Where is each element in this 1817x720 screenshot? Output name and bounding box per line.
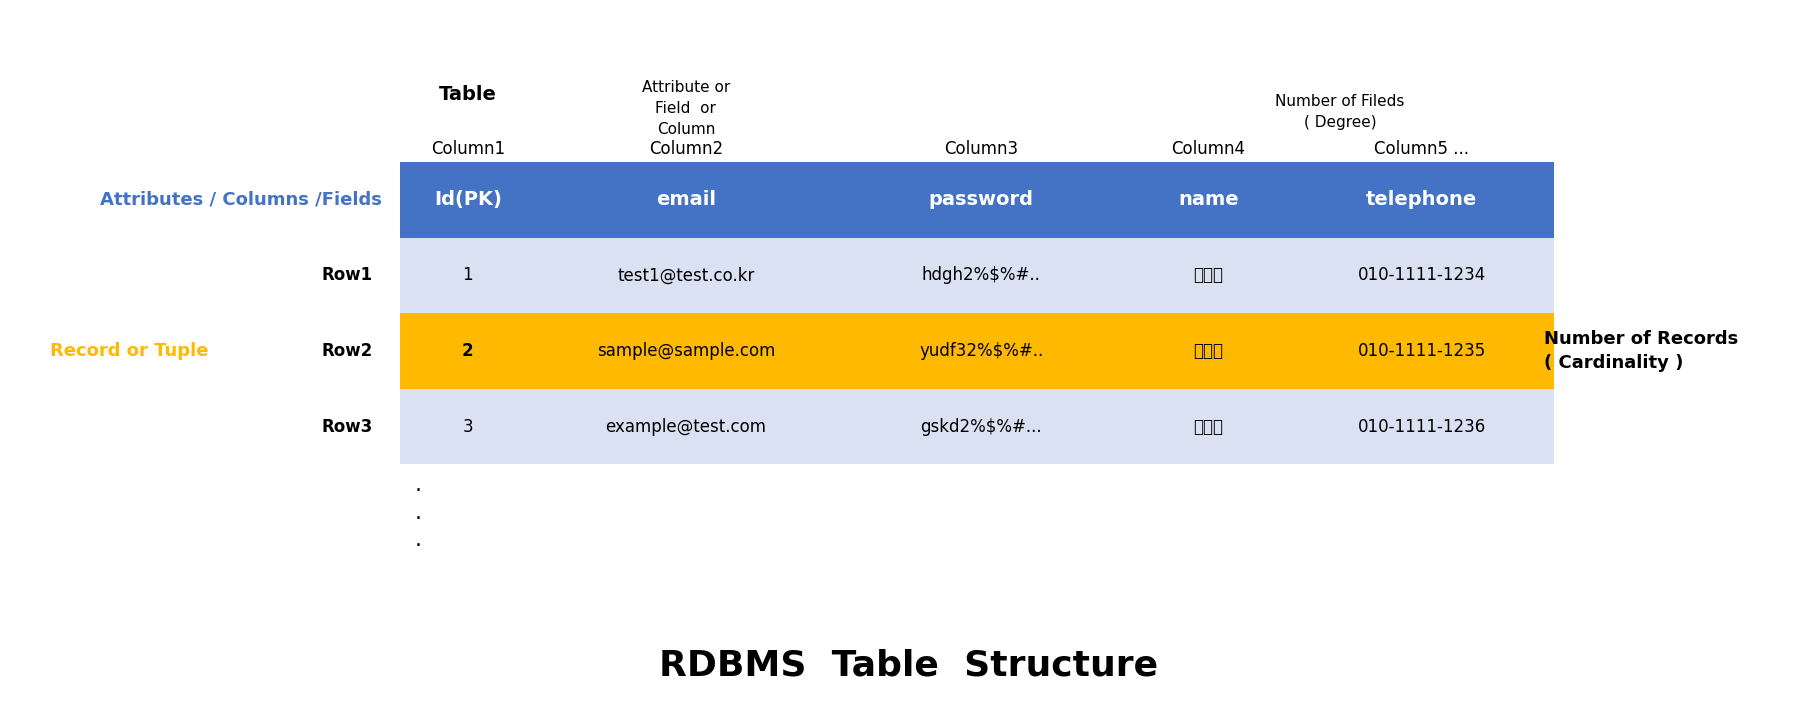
Text: 강민서: 강민서 (1194, 418, 1223, 436)
Bar (1290, 313, 1554, 389)
Bar (400, 313, 536, 389)
Bar (836, 313, 1127, 389)
Text: Table: Table (440, 86, 496, 104)
Text: email: email (656, 190, 716, 210)
Text: 010-1111-1236: 010-1111-1236 (1357, 418, 1486, 436)
Bar (536, 162, 836, 238)
Text: RDBMS  Table  Structure: RDBMS Table Structure (660, 649, 1157, 683)
Text: 3: 3 (463, 418, 472, 436)
Text: Row2: Row2 (322, 342, 372, 360)
Text: Column2: Column2 (649, 140, 723, 158)
Bar (400, 389, 536, 464)
Bar (1127, 389, 1290, 464)
Bar (1127, 313, 1290, 389)
Text: Column3: Column3 (945, 140, 1018, 158)
Bar (836, 162, 1127, 238)
Bar (836, 389, 1127, 464)
Text: Column4: Column4 (1172, 140, 1245, 158)
Text: Number of Fileds
( Degree): Number of Fileds ( Degree) (1276, 94, 1405, 130)
Text: 강창훈: 강창훈 (1194, 266, 1223, 284)
Text: 010-1111-1235: 010-1111-1235 (1357, 342, 1486, 360)
Bar (400, 162, 536, 238)
Text: .: . (414, 530, 422, 550)
Text: .: . (414, 503, 422, 523)
Text: test1@test.co.kr: test1@test.co.kr (618, 266, 754, 284)
Bar (536, 238, 836, 313)
Text: 1: 1 (463, 266, 472, 284)
Text: sample@sample.com: sample@sample.com (596, 342, 776, 360)
Text: password: password (928, 190, 1034, 210)
Text: Attributes / Columns /Fields: Attributes / Columns /Fields (100, 191, 382, 209)
Bar (1290, 238, 1554, 313)
Text: Row3: Row3 (322, 418, 372, 436)
Bar (536, 389, 836, 464)
Text: Column5 ...: Column5 ... (1374, 140, 1470, 158)
Text: name: name (1177, 190, 1239, 210)
Bar (1290, 389, 1554, 464)
Bar (1290, 162, 1554, 238)
Text: yudf32%$%#..: yudf32%$%#.. (919, 342, 1043, 360)
Text: Attribute or
Field  or
Column: Attribute or Field or Column (641, 80, 730, 137)
Text: Record or Tuple: Record or Tuple (51, 342, 209, 360)
Text: .: . (414, 475, 422, 495)
Text: hdgh2%$%#..: hdgh2%$%#.. (921, 266, 1041, 284)
Text: gskd2%$%#...: gskd2%$%#... (921, 418, 1041, 436)
Bar (1127, 162, 1290, 238)
Bar (536, 313, 836, 389)
Text: Number of Records
( Cardinality ): Number of Records ( Cardinality ) (1544, 330, 1739, 372)
Bar (400, 238, 536, 313)
Text: 2: 2 (462, 342, 474, 360)
Bar (1127, 238, 1290, 313)
Text: telephone: telephone (1366, 190, 1477, 210)
Text: Column1: Column1 (431, 140, 505, 158)
Text: Row1: Row1 (322, 266, 372, 284)
Bar (836, 238, 1127, 313)
Text: 강현서: 강현서 (1194, 342, 1223, 360)
Text: example@test.com: example@test.com (605, 418, 767, 436)
Text: 010-1111-1234: 010-1111-1234 (1357, 266, 1486, 284)
Text: Id(PK): Id(PK) (434, 190, 501, 210)
